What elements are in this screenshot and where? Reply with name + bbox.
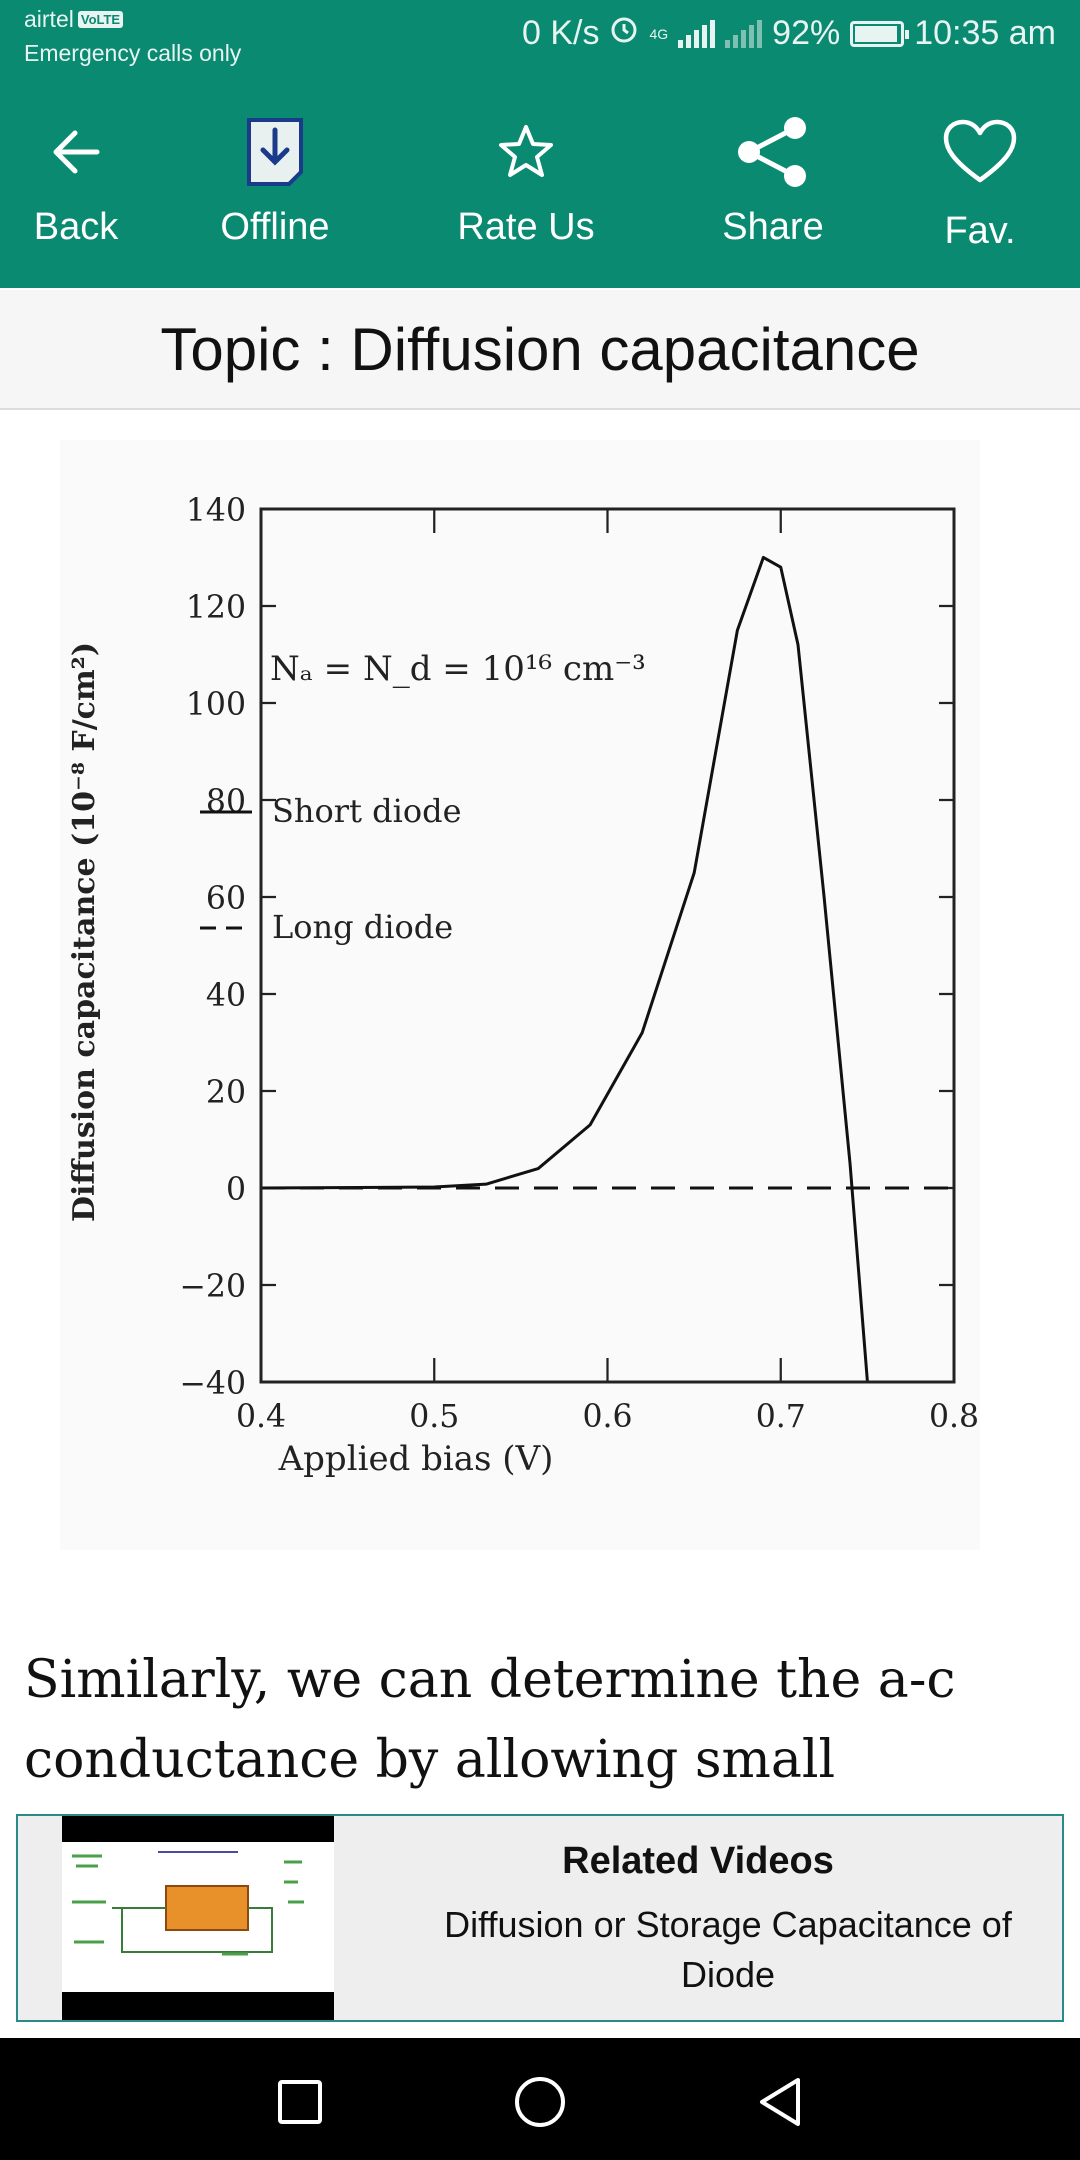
legend-label: Short diode xyxy=(272,792,462,830)
y-tick-label: 120 xyxy=(186,590,246,626)
heart-icon xyxy=(942,116,1018,188)
triangle-back-icon xyxy=(760,2078,800,2126)
status-bar: airtel VoLTE Emergency calls only 0 K/s 4… xyxy=(0,0,1080,72)
y-axis-label: Diffusion capacitance (10⁻⁸ F/cm²) xyxy=(67,642,102,1222)
status-indicators: 0 K/s 4G 92% 10:35 am xyxy=(522,14,1056,53)
network-type: 4G xyxy=(649,25,669,42)
diffusion-capacitance-chart: 140 120 100 80 60 40 20 0 −20 −40 0.4 0.5 0.6 0.7 0.8 … xyxy=(60,440,980,1550)
related-videos-title: Related Videos xyxy=(562,1840,834,1882)
y-tick-label: 60 xyxy=(206,881,246,917)
system-nav-bar xyxy=(0,2038,1080,2160)
y-tick-label: 0 xyxy=(226,1172,246,1208)
x-tick-label: 0.4 xyxy=(236,1399,286,1435)
alarm-icon xyxy=(609,14,639,53)
x-tick-label: 0.7 xyxy=(756,1399,806,1435)
share-label: Share xyxy=(722,206,824,248)
x-tick-label: 0.5 xyxy=(409,1399,459,1435)
carrier-name: airtel VoLTE xyxy=(24,6,124,33)
battery-icon xyxy=(850,20,910,47)
chart-background xyxy=(60,440,980,1550)
page-title: Topic : Diffusion capacitance xyxy=(160,315,920,383)
content-paragraph: Similarly, we can determine the a-c cond… xyxy=(24,1650,956,1870)
chart-legend: Short diode Long diode xyxy=(200,792,462,946)
download-icon xyxy=(245,116,305,188)
legend-label: Long diode xyxy=(272,908,453,946)
series-line xyxy=(260,555,869,1383)
star-icon xyxy=(496,116,556,188)
favorite-button[interactable]: Fav. xyxy=(928,72,1032,288)
plot-frame xyxy=(259,507,956,1384)
back-label: Back xyxy=(33,206,119,248)
arrow-left-icon xyxy=(49,116,103,188)
thumbnail-image xyxy=(72,1851,304,1956)
related-video-title[interactable]: Diffusion or Storage Capacitance of Diod… xyxy=(444,1904,1012,1995)
network-speed: 0 K/s xyxy=(522,14,600,52)
y-tick-label: 100 xyxy=(186,687,246,723)
rate-us-button[interactable]: Rate Us xyxy=(450,72,602,288)
carrier-label: airtel xyxy=(24,6,74,32)
back-button[interactable]: Back xyxy=(26,72,126,288)
x-axis-label: Applied bias (V) xyxy=(278,1439,554,1479)
battery-percent: 92% xyxy=(772,14,841,52)
offline-label: Offline xyxy=(220,206,330,248)
recents-button[interactable] xyxy=(270,2072,330,2132)
back-nav-button[interactable] xyxy=(750,2072,810,2132)
home-button[interactable] xyxy=(510,2072,570,2132)
volte-badge: VoLTE xyxy=(77,11,124,28)
chart-series xyxy=(260,555,954,1383)
video-thumbnail[interactable] xyxy=(62,1816,334,2020)
related-videos-card[interactable]: Related Videos Diffusion or Storage Capa… xyxy=(16,1814,1064,2022)
doping-annotation: Nₐ = N_d = 10¹⁶ cm⁻³ xyxy=(270,649,646,689)
y-tick-label: −40 xyxy=(180,1366,246,1402)
circle-icon xyxy=(515,2077,565,2127)
clock: 10:35 am xyxy=(914,14,1056,52)
thumbnail-frame xyxy=(62,1842,334,1992)
share-button[interactable]: Share xyxy=(712,72,834,288)
chart-tick-labels: 140 120 100 80 60 40 20 0 −20 −400.4 0.5 0.6 0.7 0.8 xyxy=(180,493,980,1435)
y-tick-label: 80 xyxy=(206,784,246,820)
offline-button[interactable]: Offline xyxy=(210,72,340,288)
x-tick-label: 0.8 xyxy=(929,1399,979,1435)
y-tick-label: 40 xyxy=(206,978,246,1014)
action-toolbar: Back Offline Rate Us Share Fav. xyxy=(0,72,1080,288)
y-tick-label: 20 xyxy=(206,1075,246,1111)
emergency-text: Emergency calls only xyxy=(24,40,242,66)
x-tick-label: 0.6 xyxy=(582,1399,632,1435)
signal-secondary-icon xyxy=(725,19,763,48)
share-icon xyxy=(735,116,811,188)
rate-us-label: Rate Us xyxy=(457,206,595,248)
square-icon xyxy=(278,2080,322,2124)
y-tick-label: 140 xyxy=(186,493,246,529)
fav-label: Fav. xyxy=(944,210,1016,252)
topic-header: Topic : Diffusion capacitance xyxy=(0,290,1080,410)
y-tick-label: −20 xyxy=(180,1269,246,1305)
signal-icon xyxy=(678,19,716,48)
